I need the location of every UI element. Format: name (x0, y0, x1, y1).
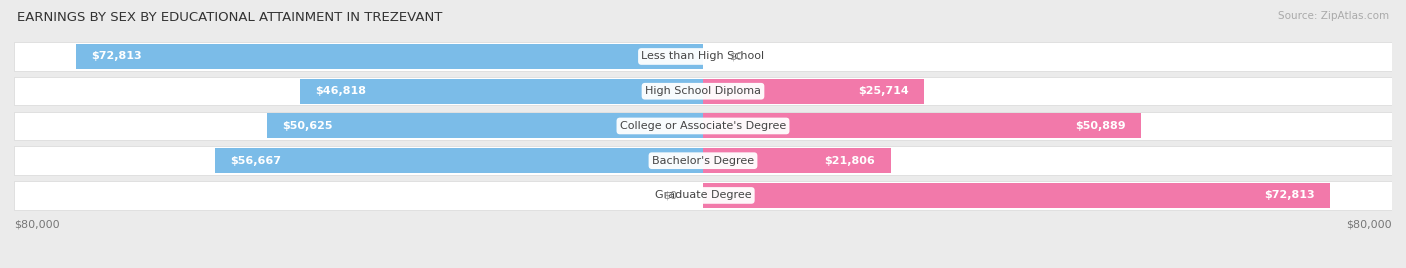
Bar (703, 79, 924, 104)
Text: $50,889: $50,889 (1076, 121, 1126, 131)
Text: $0: $0 (728, 51, 742, 61)
Text: Source: ZipAtlas.com: Source: ZipAtlas.com (1278, 11, 1389, 21)
Text: EARNINGS BY SEX BY EDUCATIONAL ATTAINMENT IN TREZEVANT: EARNINGS BY SEX BY EDUCATIONAL ATTAINMEN… (17, 11, 443, 24)
Bar (299, 79, 703, 104)
Bar (703, 148, 891, 173)
Bar (703, 183, 1330, 208)
Text: High School Diploma: High School Diploma (645, 86, 761, 96)
Text: College or Associate's Degree: College or Associate's Degree (620, 121, 786, 131)
Text: $21,806: $21,806 (824, 156, 876, 166)
Bar (267, 113, 703, 139)
Bar (14, 112, 1392, 140)
Bar (14, 77, 1392, 106)
Bar (14, 146, 1392, 175)
Text: $25,714: $25,714 (858, 86, 908, 96)
Text: Graduate Degree: Graduate Degree (655, 191, 751, 200)
Text: $72,813: $72,813 (1264, 191, 1315, 200)
Text: $46,818: $46,818 (315, 86, 367, 96)
Text: $0: $0 (664, 191, 678, 200)
Text: $80,000: $80,000 (14, 220, 59, 230)
Bar (76, 44, 703, 69)
Text: $80,000: $80,000 (1347, 220, 1392, 230)
Text: $72,813: $72,813 (91, 51, 142, 61)
Text: $50,625: $50,625 (283, 121, 333, 131)
Bar (703, 113, 1142, 139)
Text: $56,667: $56,667 (231, 156, 281, 166)
Bar (215, 148, 703, 173)
Bar (14, 42, 1392, 71)
Text: Less than High School: Less than High School (641, 51, 765, 61)
Text: Bachelor's Degree: Bachelor's Degree (652, 156, 754, 166)
Bar (14, 181, 1392, 210)
